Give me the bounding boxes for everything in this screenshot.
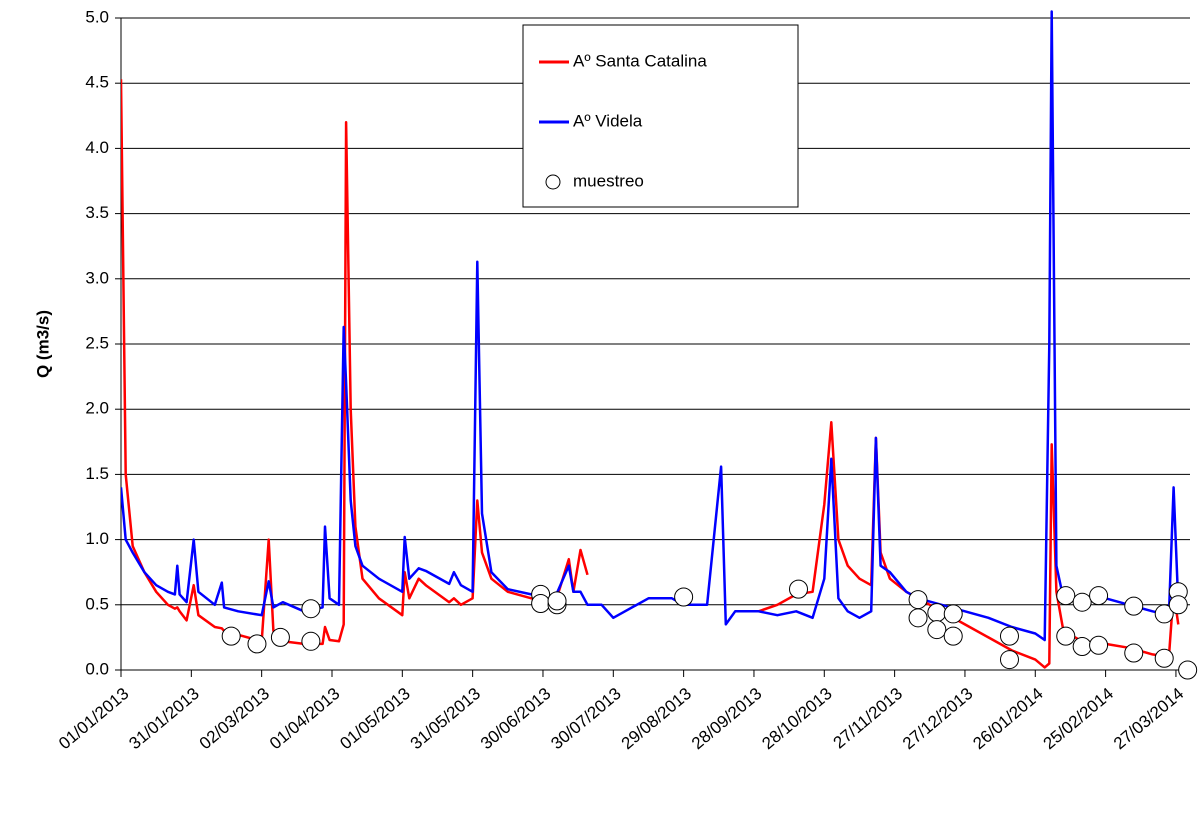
y-tick-label: 0.5	[85, 594, 109, 613]
y-tick-label: 4.0	[85, 138, 109, 157]
x-tick-label: 26/01/2014	[969, 684, 1046, 753]
y-tick-label: 5.0	[85, 7, 109, 26]
sample-point	[927, 620, 947, 640]
legend-swatch	[545, 174, 561, 190]
sample-point	[1124, 596, 1144, 616]
y-tick-label: 3.0	[85, 268, 109, 287]
legend-label: muestreo	[573, 171, 644, 190]
sample-point	[1089, 635, 1109, 655]
x-tick-label: 02/03/2013	[196, 684, 273, 753]
x-tick-label: 29/08/2013	[618, 684, 695, 753]
x-tick-label: 31/05/2013	[407, 684, 484, 753]
x-tick-label: 27/03/2014	[1110, 684, 1187, 753]
y-tick-label: 0.0	[85, 659, 109, 678]
sample-point	[999, 650, 1019, 670]
x-tick-label: 31/01/2013	[125, 684, 202, 753]
x-tick-label: 27/11/2013	[830, 684, 906, 752]
y-tick-label: 2.5	[85, 333, 109, 352]
sample-point	[943, 626, 963, 646]
sample-point	[547, 591, 567, 611]
x-tick-label: 28/09/2013	[688, 684, 765, 753]
y-tick-label: 4.5	[85, 73, 109, 92]
legend-label: Aº Videla	[573, 111, 643, 130]
x-tick-label: 28/10/2013	[758, 684, 835, 753]
legend-label: Aº Santa Catalina	[573, 51, 707, 70]
x-tick-label: 30/06/2013	[477, 684, 554, 753]
sample-point	[927, 603, 947, 623]
sample-point	[301, 599, 321, 619]
y-tick-label: 3.5	[85, 203, 109, 222]
sample-point	[1178, 660, 1198, 680]
y-tick-label: 2.0	[85, 399, 109, 418]
sample-point	[301, 631, 321, 651]
sample-point	[1056, 586, 1076, 606]
sample-point	[247, 634, 267, 654]
sample-point	[1168, 595, 1188, 615]
sample-point	[1154, 604, 1174, 624]
sample-point	[531, 593, 551, 613]
y-tick-label: 1.0	[85, 529, 109, 548]
sample-point	[674, 587, 694, 607]
sample-point	[789, 579, 809, 599]
sample-point	[999, 626, 1019, 646]
x-tick-label: 01/01/2013	[55, 684, 132, 753]
sample-point	[908, 590, 928, 610]
sample-point	[1072, 637, 1092, 657]
sample-point	[1056, 626, 1076, 646]
x-tick-label: 27/12/2013	[899, 684, 976, 753]
x-tick-label: 30/07/2013	[547, 684, 624, 753]
sample-point	[1124, 643, 1144, 663]
sample-point	[1154, 648, 1174, 668]
x-tick-label: 25/02/2014	[1040, 684, 1117, 753]
y-axis-label: Q (m3/s)	[33, 310, 52, 378]
y-tick-label: 1.5	[85, 464, 109, 483]
legend-box	[522, 24, 799, 208]
sample-point	[1072, 592, 1092, 612]
sample-point	[270, 627, 290, 647]
sample-point	[1089, 586, 1109, 606]
sample-point	[908, 608, 928, 628]
sample-point	[221, 626, 241, 646]
x-tick-label: 01/05/2013	[336, 684, 413, 753]
sample-point	[943, 604, 963, 624]
x-tick-label: 01/04/2013	[266, 684, 343, 753]
